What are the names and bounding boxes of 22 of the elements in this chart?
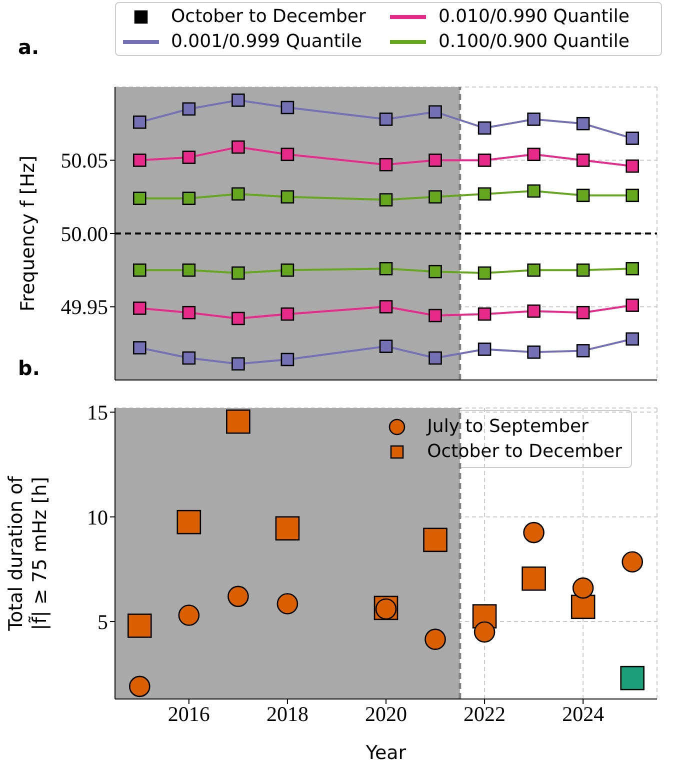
y-tick-label: 49.95 bbox=[60, 295, 108, 320]
x-tick-label: 2024 bbox=[562, 702, 605, 726]
y-tick-label: 10 bbox=[87, 505, 108, 530]
text: b. bbox=[18, 356, 40, 380]
x-tick-label: 2018 bbox=[266, 702, 308, 726]
legend-label: 0.001/0.999 Quantile bbox=[171, 31, 362, 52]
y-axis-title: Frequency f [Hz] bbox=[17, 155, 39, 312]
y-axis-title: Total duration of |f̃| ≥ 75 mHz [h] bbox=[5, 474, 51, 632]
y-tick-label: 5 bbox=[98, 610, 108, 634]
legend-label: October to December bbox=[171, 6, 366, 27]
y-tick-label: 50.00 bbox=[60, 222, 108, 246]
legend-label: July to September bbox=[427, 416, 588, 437]
legend-label: 0.010/0.990 Quantile bbox=[438, 6, 630, 27]
x-axis-title: Year bbox=[364, 742, 406, 764]
legend-label: 0.100/0.900 Quantile bbox=[438, 31, 630, 52]
x-tick-label: 2020 bbox=[365, 702, 407, 726]
text: a. bbox=[18, 35, 40, 59]
legend-label: October to December bbox=[427, 441, 622, 462]
x-tick-label: 2022 bbox=[464, 702, 506, 726]
y-tick-label: 15 bbox=[87, 400, 108, 425]
x-tick-label: 2016 bbox=[168, 702, 210, 726]
y-tick-label: 50.05 bbox=[60, 148, 108, 173]
